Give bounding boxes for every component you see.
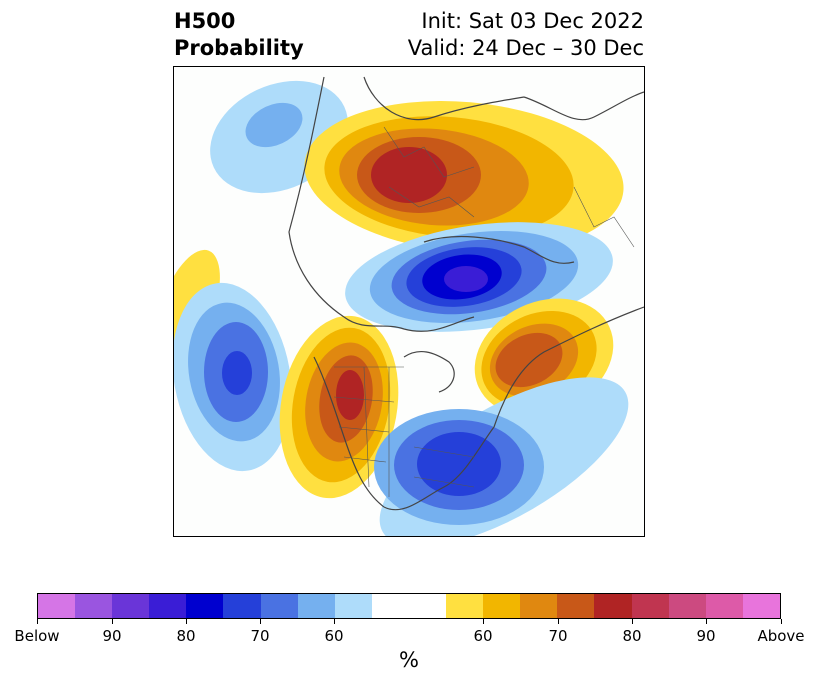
cold-area-pacific [174,282,292,472]
colorbar-segment [446,594,484,618]
colorbar-segment [223,594,261,618]
init-date: Init: Sat 03 Dec 2022 [421,9,644,33]
coastlines [288,76,644,511]
colorbar-segment [668,594,706,618]
colorbar-tick-label: Above [757,627,805,645]
colorbar-tick-label: 70 [250,627,270,645]
colorbar-segment [38,594,76,618]
colorbar-tick-mark [558,619,559,624]
colorbar-tick-label: Below [14,627,60,645]
colorbar-tick-mark [112,619,113,624]
colorbar-tick-mark [781,619,782,624]
colorbar-segment [260,594,298,618]
colorbar-tick-label: 70 [548,627,568,645]
colorbar-segment [334,594,372,618]
colorbar-tick-mark [186,619,187,624]
title-right: Init: Sat 03 Dec 2022 Valid: 24 Dec – 30… [408,8,644,62]
colorbar-segment [483,594,521,618]
colorbar-segment [557,594,595,618]
title-product: Probability [174,36,304,60]
colorbar-segment [297,594,335,618]
cold-area-east-na [374,377,629,536]
map-canvas [174,76,644,536]
colorbar-segment [631,594,669,618]
colorbar-tick-label: 90 [102,627,122,645]
colorbar-segment [75,594,113,618]
title-left: H500 Probability [174,8,304,62]
colorbar-tick-mark [632,619,633,624]
colorbar-tick-label: 90 [696,627,716,645]
colorbar-tick-mark [37,619,38,624]
colorbar-tick-label: 60 [324,627,344,645]
probability-map [173,66,645,537]
colorbar-tick-mark [334,619,335,624]
country-borders [333,126,635,497]
colorbar-tick-label: 60 [473,627,493,645]
colorbar-tick-label: 80 [176,627,196,645]
colorbar-segment [520,594,558,618]
colorbar-segment [371,594,447,618]
colorbar-segment [742,594,780,618]
colorbar-segment [186,594,224,618]
colorbar [37,593,781,619]
warm-area-europe [304,100,624,254]
colorbar-segment [705,594,743,618]
colorbar-segment [112,594,150,618]
warm-area-west-na [279,315,399,499]
colorbar-segment [594,594,632,618]
colorbar-segment [149,594,187,618]
colorbar-tick-mark [483,619,484,624]
title-variable: H500 [174,9,236,33]
colorbar-unit-label: % [399,648,419,672]
colorbar-tick-mark [706,619,707,624]
colorbar-tick-mark [260,619,261,624]
valid-range: Valid: 24 Dec – 30 Dec [407,36,644,60]
colorbar-tick-label: 80 [622,627,642,645]
